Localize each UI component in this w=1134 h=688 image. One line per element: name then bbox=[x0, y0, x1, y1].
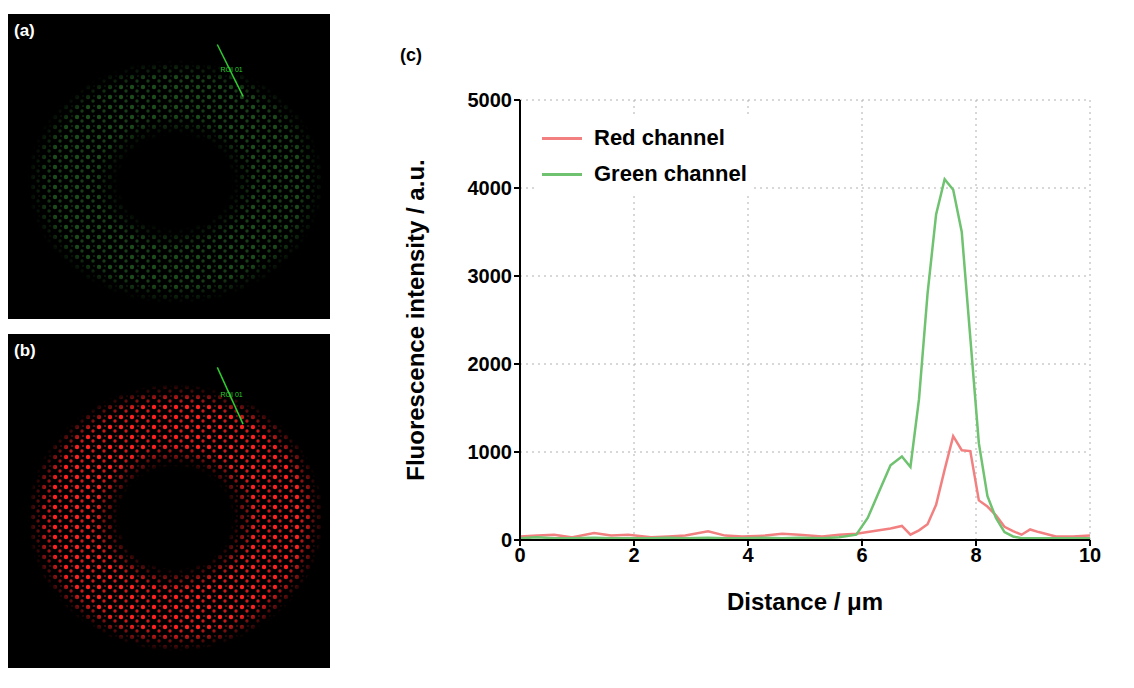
svg-text:(b): (b) bbox=[14, 341, 36, 360]
svg-text:4: 4 bbox=[742, 544, 754, 566]
svg-text:4000: 4000 bbox=[468, 177, 513, 199]
html-text:Red channel: Red channel bbox=[594, 125, 725, 150]
html-text:Green channel: Green channel bbox=[594, 161, 747, 186]
html-text:(c): (c) bbox=[400, 45, 422, 65]
svg-text:2000: 2000 bbox=[468, 353, 513, 375]
svg-text:3000: 3000 bbox=[468, 265, 513, 287]
svg-text:0: 0 bbox=[501, 529, 512, 551]
svg-text:ROI 01: ROI 01 bbox=[221, 391, 243, 398]
svg-text:10: 10 bbox=[1079, 544, 1101, 566]
svg-text:0: 0 bbox=[514, 544, 525, 566]
svg-text:2: 2 bbox=[628, 544, 639, 566]
svg-text:6: 6 bbox=[856, 544, 867, 566]
svg-text:ROI 01: ROI 01 bbox=[221, 66, 243, 73]
svg-text:Fluorescence intensity / a.u.: Fluorescence intensity / a.u. bbox=[402, 159, 429, 480]
svg-text:(a): (a) bbox=[14, 21, 35, 40]
svg-text:5000: 5000 bbox=[468, 89, 513, 111]
svg-text:1000: 1000 bbox=[468, 441, 513, 463]
svg-text:Distance / μm: Distance / μm bbox=[727, 588, 883, 615]
svg-text:8: 8 bbox=[970, 544, 981, 566]
